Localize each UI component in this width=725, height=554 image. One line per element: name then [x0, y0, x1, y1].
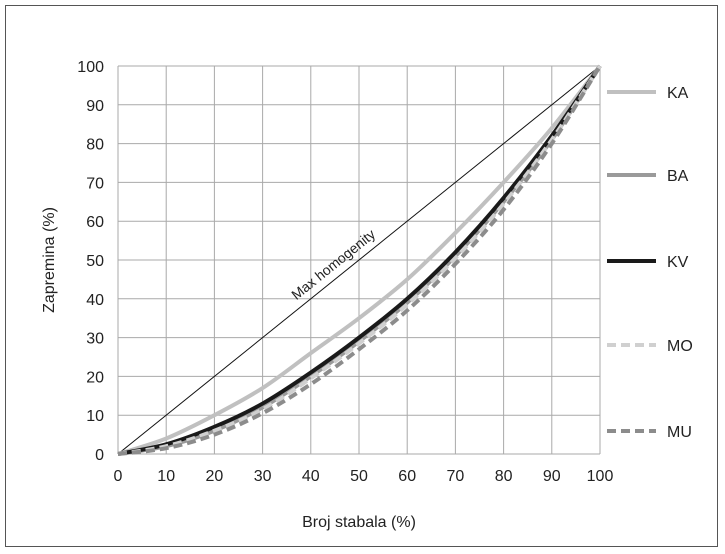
y-tick-label: 80: [86, 137, 104, 154]
x-tick-label: 20: [206, 468, 224, 485]
legend-label-mu: MU: [667, 424, 692, 441]
max-homogeneity-line: [117, 65, 601, 455]
y-tick-label: 100: [77, 59, 104, 76]
y-tick-label: 60: [86, 214, 104, 231]
y-tick-label: 10: [86, 408, 104, 425]
series-line-mu: [117, 64, 602, 456]
series-line-mo: [117, 64, 602, 456]
x-tick-label: 40: [302, 468, 320, 485]
x-tick-labels: 0 10 20 30 40 50 60 70 80 90 100: [114, 468, 614, 485]
y-tick-labels: 0 10 20 30 40 50 60 70 80 90 100: [77, 59, 104, 464]
legend-label-ka: KA: [667, 85, 689, 102]
y-tick-label: 50: [86, 253, 104, 270]
chart-frame: [5, 5, 718, 547]
series-line-kv: [117, 64, 602, 456]
y-tick-label: 40: [86, 292, 104, 309]
x-tick-label: 30: [254, 468, 272, 485]
y-tick-label: 20: [86, 369, 104, 386]
x-tick-label: 60: [398, 468, 416, 485]
y-tick-label: 90: [86, 98, 104, 115]
x-tick-label: 70: [447, 468, 465, 485]
x-tick-label: 100: [587, 468, 614, 485]
legend: KA BA KV MO MU: [607, 85, 693, 441]
y-tick-label: 0: [95, 447, 104, 464]
x-tick-label: 10: [157, 468, 175, 485]
legend-label-mo: MO: [667, 338, 693, 355]
y-tick-label: 70: [86, 175, 104, 192]
series-line-ka: [117, 64, 602, 456]
legend-label-ba: BA: [667, 168, 689, 185]
legend-label-kv: KV: [667, 254, 689, 271]
x-tick-label: 50: [350, 468, 368, 485]
max-homogeneity-label: Max homogenity: [288, 226, 378, 303]
x-tick-label: 80: [495, 468, 513, 485]
x-tick-label: 0: [114, 468, 123, 485]
y-tick-label: 30: [86, 331, 104, 348]
x-tick-label: 90: [543, 468, 561, 485]
series-layer: [117, 64, 602, 456]
y-axis-title: Zapremina (%): [41, 207, 58, 313]
x-axis-title: Broj stabala (%): [302, 514, 416, 531]
